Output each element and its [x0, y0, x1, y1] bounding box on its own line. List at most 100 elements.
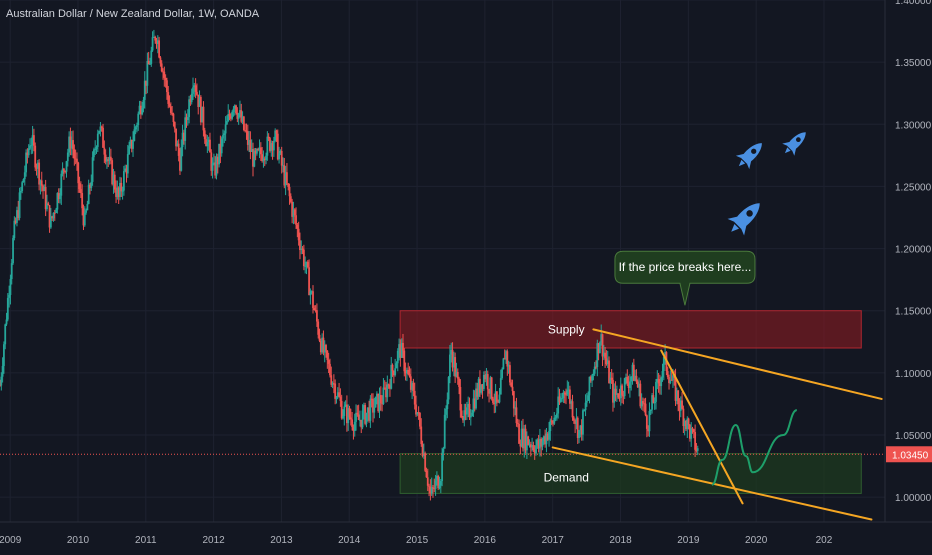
candle-body [272, 140, 275, 151]
candle-body [449, 354, 451, 378]
candle-body [381, 403, 384, 405]
candle-body [626, 377, 629, 384]
rocket-body [741, 143, 762, 164]
candle-body [81, 193, 84, 209]
trendline [592, 328, 883, 400]
candle-body [132, 140, 134, 149]
candle-body [651, 395, 653, 410]
candle-body [498, 394, 501, 403]
callout-bubble [614, 250, 756, 306]
candle-body [356, 412, 359, 415]
candle-body [452, 357, 455, 368]
candle-body [280, 150, 283, 166]
candle-body [199, 96, 202, 123]
candle-body [305, 261, 308, 266]
candle-body [462, 417, 464, 421]
price-tick-label: 1.20000 [895, 245, 932, 256]
candle-body [662, 357, 665, 371]
time-axis[interactable]: 2009 2010 2011 2012 2013 2014 2015 2016 2017 2018… [0, 521, 932, 546]
candle-body [392, 370, 395, 376]
candle-body [426, 477, 429, 486]
candle-body [330, 375, 333, 385]
candle-body [455, 371, 458, 377]
candle-body [438, 485, 441, 489]
candle-body [502, 358, 505, 370]
trendline [660, 349, 744, 505]
candle-body [557, 396, 560, 414]
candle-body [219, 143, 222, 154]
candle-body [259, 147, 262, 155]
candle-body [664, 352, 667, 358]
candle-body [276, 133, 279, 160]
candle-body [485, 374, 488, 380]
candle-body [548, 431, 550, 440]
candle-body [92, 149, 95, 158]
rocket-fin-left [735, 153, 746, 158]
candle-body [682, 408, 685, 427]
candle-body [167, 92, 170, 104]
candle-body [465, 407, 468, 415]
candle-body [209, 139, 211, 153]
candle-body [0, 385, 1, 387]
candle-body [424, 453, 427, 471]
candle-body [563, 392, 566, 395]
candle-body [645, 415, 648, 429]
rocket-fin-left [782, 141, 791, 146]
candle-body [566, 390, 569, 395]
candle-body [160, 63, 163, 72]
candle-body [282, 165, 284, 167]
candle-body [229, 116, 232, 119]
candle-body [561, 398, 563, 400]
candle-body [216, 156, 219, 165]
rocket-window [746, 210, 753, 217]
candle-body [155, 40, 158, 44]
candle-body [348, 408, 351, 418]
candle-body [318, 334, 321, 341]
candle-body [283, 165, 286, 186]
candle-body [49, 216, 52, 228]
candle-body [70, 140, 73, 149]
candle-body [299, 240, 301, 251]
time-tick-label: 202 [816, 535, 833, 546]
candle-body [128, 146, 131, 155]
price-tick-label: 1.10000 [895, 369, 932, 380]
candle-body [549, 420, 552, 432]
candle-body [629, 381, 631, 389]
candle-body [575, 417, 578, 424]
candle-body [274, 130, 277, 141]
candle-body [678, 404, 681, 411]
candle-body [27, 148, 30, 156]
candle-body [172, 113, 175, 123]
candle-body [139, 105, 142, 115]
candle-body [532, 445, 535, 451]
candle-body [275, 130, 278, 134]
candle-body [220, 138, 223, 154]
candle-body [464, 410, 467, 415]
candle-body [357, 414, 360, 420]
candle-body [657, 378, 660, 384]
candle-body [46, 203, 48, 210]
candle-body [420, 426, 423, 445]
candle-body [481, 384, 484, 389]
time-tick-label: 2019 [677, 535, 700, 546]
candle-body [545, 433, 548, 445]
candle-body [120, 182, 123, 192]
price-tick-label: 1.25000 [895, 182, 932, 193]
price-axis[interactable]: 1.00000 1.05000 1.10000 1.15000 1.20000 1.250… [884, 0, 932, 522]
candle-body [304, 265, 307, 267]
candle-body [310, 291, 313, 293]
candle-body [588, 376, 591, 396]
candle-body [469, 416, 472, 418]
candle-body [265, 155, 267, 160]
candle-body [606, 360, 609, 365]
candle-body [409, 376, 412, 390]
candle-body [102, 127, 104, 148]
candle-body [125, 168, 128, 174]
candle-body [9, 279, 12, 295]
candle-body [688, 424, 691, 439]
candle-body [169, 106, 172, 113]
candle-body [252, 149, 254, 167]
candle-body [224, 124, 227, 134]
